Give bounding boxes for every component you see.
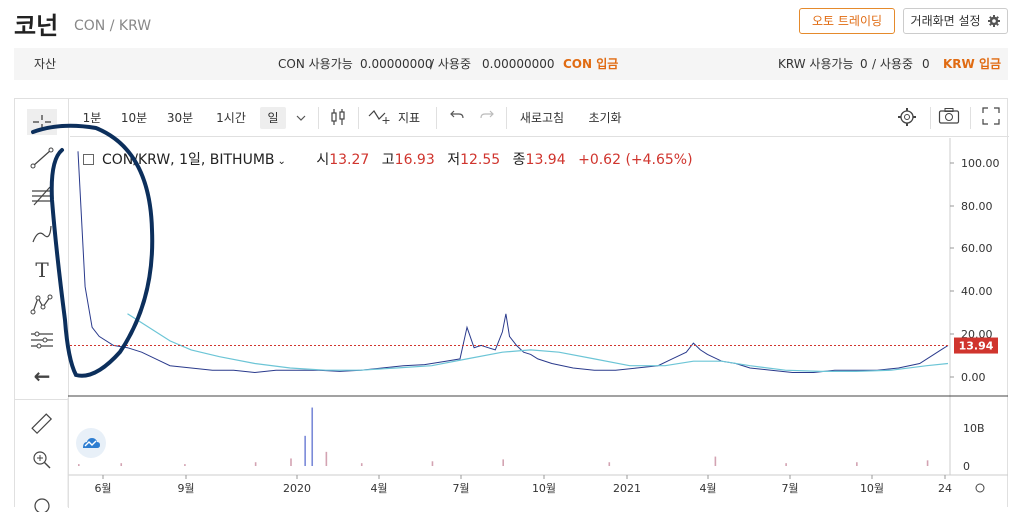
pattern-icon[interactable]: [27, 291, 57, 317]
open-label: 시: [316, 152, 330, 168]
chevron-down-icon: [296, 115, 306, 121]
pair-label: CON / KRW: [74, 18, 152, 34]
con-in-use-value: 0.00000000: [482, 57, 555, 71]
text-icon[interactable]: T: [35, 258, 49, 282]
low-value: 12.55: [460, 152, 501, 168]
chart-legend: CON/KRW, 1일, BITHUMB ⌄ 시13.27 고16.93 저12.…: [83, 149, 693, 169]
interval-30m[interactable]: 30분: [166, 111, 194, 125]
drawing-toolbar: T ←: [15, 99, 69, 512]
high-label: 고: [381, 152, 395, 168]
close-value: 13.94: [525, 152, 566, 168]
camera-icon[interactable]: [936, 107, 962, 129]
change-value: +0.62 (+4.65%): [578, 152, 693, 168]
undo-icon[interactable]: [446, 107, 468, 129]
krw-in-use-value: 0: [922, 57, 930, 71]
coin-name: 코넌: [14, 12, 59, 40]
indicator-button[interactable]: 지표: [397, 111, 421, 125]
prediction-icon[interactable]: [27, 327, 57, 353]
open-value: 13.27: [329, 152, 370, 168]
legend-symbol: CON/KRW, 1일, BITHUMB: [102, 152, 275, 168]
settings-icon[interactable]: [894, 107, 920, 129]
krw-available-label: KRW 사용가능: [778, 57, 854, 71]
refresh-button[interactable]: 새로고침: [519, 111, 565, 125]
chevron-down-icon[interactable]: ⌄: [277, 156, 286, 167]
screen-settings-button[interactable]: 거래화면 설정: [903, 8, 1008, 34]
indicator-icon[interactable]: [366, 107, 392, 129]
con-in-use-label: / 사용중: [430, 57, 471, 71]
interval-1m[interactable]: 1분: [82, 111, 102, 125]
fullscreen-icon[interactable]: [978, 107, 1004, 129]
screen-settings-label: 거래화면 설정: [910, 14, 981, 28]
chart-toolbar: 1분 10분 30분 1시간 일 지표 새로고침 초기화: [70, 99, 1009, 137]
krw-available-value: 0: [860, 57, 868, 71]
low-label: 저: [447, 152, 461, 168]
fib-icon[interactable]: [27, 183, 57, 209]
gear-icon: [988, 15, 1001, 27]
krw-in-use-label: / 사용중: [872, 57, 913, 71]
chart-widget: T ← 1분 10분 30분 1시간 일 지표 새로고침 초기화 CON/KRW…: [14, 98, 1009, 512]
krw-deposit-link[interactable]: KRW 입금: [943, 57, 1002, 71]
header: 코넌 CON / KRW 오토 트레이딩 거래화면 설정: [0, 0, 1009, 46]
asset-bar: 자산 CON 사용가능 0.00000000 / 사용중 0.00000000 …: [14, 48, 1008, 80]
reset-button[interactable]: 초기화: [588, 111, 622, 125]
asset-label: 자산: [34, 57, 57, 71]
close-label: 종: [512, 152, 526, 168]
con-available-label: CON 사용가능: [278, 57, 353, 71]
candles-icon[interactable]: [326, 107, 350, 129]
trendline-icon[interactable]: [27, 145, 57, 171]
zoom-in-icon[interactable]: [27, 447, 57, 473]
con-available-value: 0.00000000: [360, 57, 433, 71]
logo-cloud-icon[interactable]: [76, 428, 106, 458]
interval-dropdown[interactable]: [292, 107, 310, 129]
auto-trading-button[interactable]: 오토 트레이딩: [799, 8, 895, 34]
interval-day[interactable]: 일: [260, 107, 286, 129]
back-arrow-icon[interactable]: ←: [33, 364, 51, 388]
magnet-icon[interactable]: [27, 491, 57, 517]
crosshair-icon[interactable]: [27, 109, 57, 135]
collapse-legend-icon[interactable]: [83, 154, 94, 165]
interval-1h[interactable]: 1시간: [216, 111, 246, 125]
redo-icon[interactable]: [476, 107, 498, 129]
ruler-icon[interactable]: [27, 411, 57, 437]
brush-icon[interactable]: [27, 221, 57, 247]
high-value: 16.93: [394, 152, 435, 168]
con-deposit-link[interactable]: CON 입금: [563, 57, 619, 71]
interval-10m[interactable]: 10분: [120, 111, 148, 125]
